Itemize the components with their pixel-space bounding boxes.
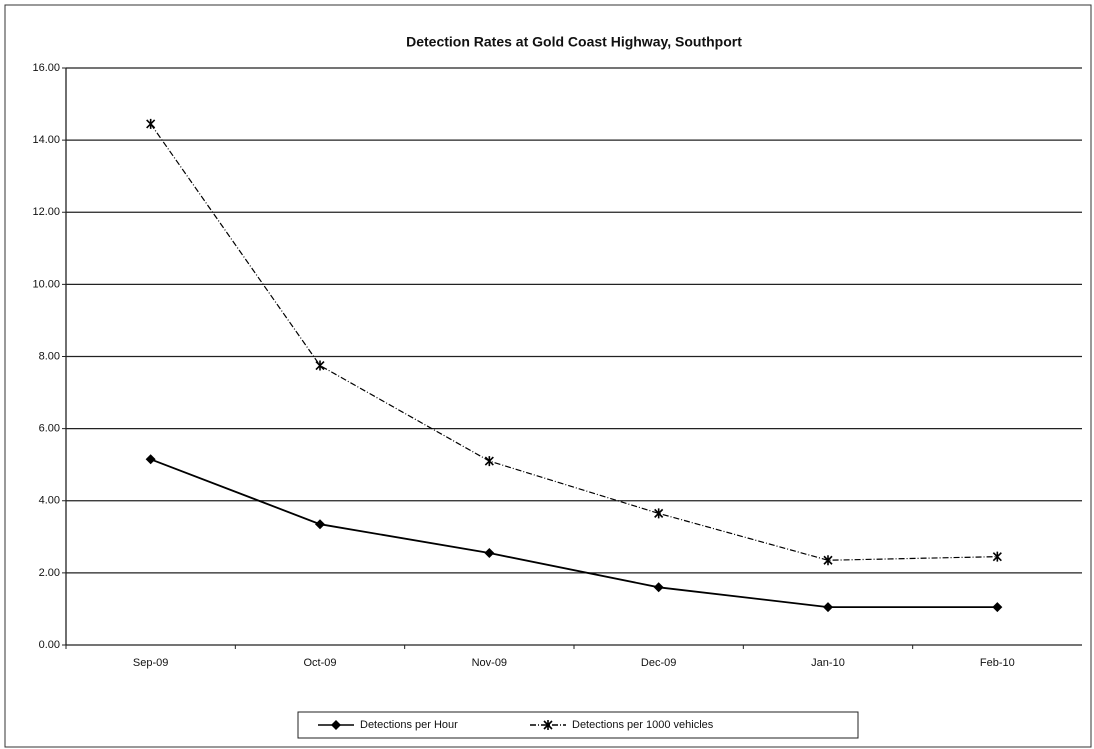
- marker: [146, 118, 156, 129]
- marker: [823, 602, 833, 613]
- marker: [331, 720, 341, 730]
- series-line: [150, 458, 998, 609]
- marker: [992, 551, 1002, 562]
- x-tick-label: Sep-09: [133, 657, 168, 669]
- y-tick-label: 0.00: [39, 639, 60, 651]
- x-tick-label: Oct-09: [303, 657, 336, 669]
- series-line: [150, 123, 998, 561]
- marker: [654, 508, 664, 519]
- x-tick-label: Feb-10: [980, 657, 1015, 669]
- y-tick-label: 14.00: [32, 134, 60, 146]
- marker: [484, 456, 494, 467]
- marker: [315, 360, 325, 371]
- legend-label: Detections per 1000 vehicles: [572, 719, 714, 731]
- x-tick-label: Jan-10: [811, 657, 845, 669]
- chart-title: Detection Rates at Gold Coast Highway, S…: [406, 34, 742, 50]
- y-tick-label: 6.00: [39, 423, 60, 435]
- marker: [823, 555, 833, 566]
- marker: [484, 548, 495, 559]
- y-tick-label: 4.00: [39, 495, 60, 507]
- y-tick-label: 8.00: [39, 350, 60, 362]
- marker: [992, 602, 1003, 613]
- legend-box: [297, 711, 859, 739]
- chart-frame: [4, 4, 1092, 748]
- y-tick-label: 12.00: [32, 206, 60, 218]
- legend-label: Detections per Hour: [360, 719, 458, 731]
- marker: [145, 454, 156, 465]
- y-tick-label: 10.00: [32, 278, 60, 290]
- y-tick-label: 16.00: [32, 62, 60, 74]
- marker: [543, 720, 553, 730]
- x-tick-label: Dec-09: [641, 657, 676, 669]
- marker: [315, 519, 325, 530]
- y-tick-label: 2.00: [39, 567, 60, 579]
- marker: [653, 582, 664, 593]
- x-tick-label: Nov-09: [472, 657, 507, 669]
